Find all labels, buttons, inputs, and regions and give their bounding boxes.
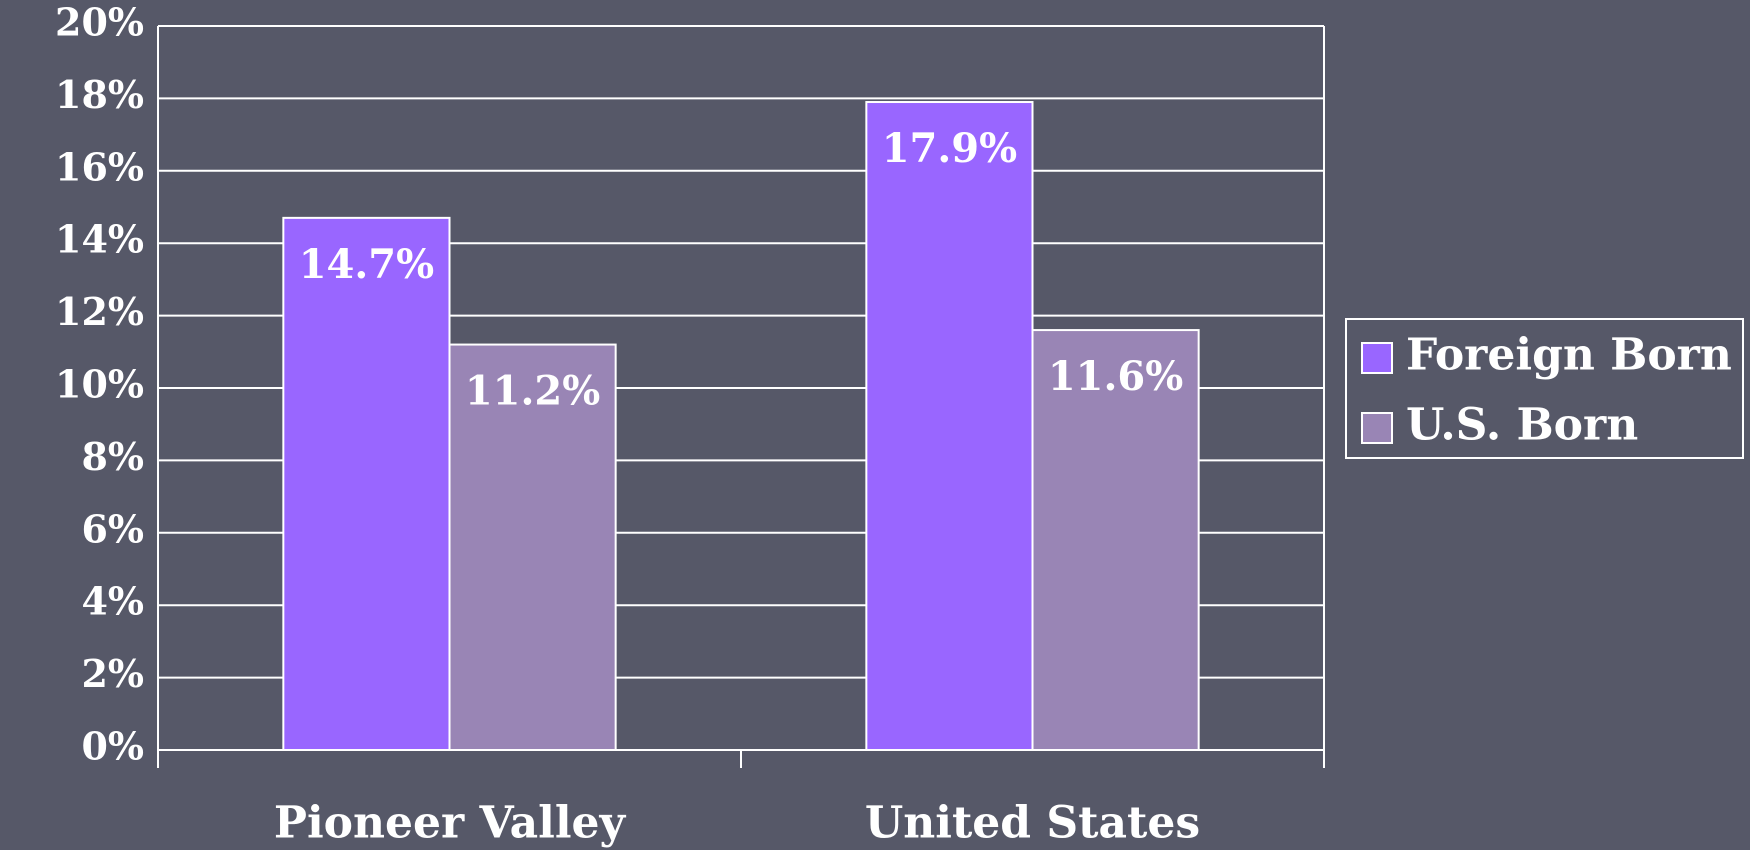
bar xyxy=(1031,329,1200,751)
y-tick-label: 18% xyxy=(55,72,144,117)
x-tick-label: Pioneer Valley xyxy=(274,798,627,849)
value-label: 11.2% xyxy=(465,368,600,415)
value-label: 17.9% xyxy=(882,125,1017,172)
y-tick-label: 4% xyxy=(81,579,144,624)
y-tick-label: 20% xyxy=(55,0,144,45)
y-tick-label: 0% xyxy=(81,724,144,769)
value-label: 11.6% xyxy=(1048,353,1183,400)
y-tick-label: 12% xyxy=(55,289,144,334)
y-tick-label: 16% xyxy=(55,144,144,189)
legend-swatch xyxy=(1361,342,1393,374)
bar xyxy=(865,101,1034,751)
value-label: 14.7% xyxy=(299,241,434,288)
y-tick-label: 8% xyxy=(81,434,144,479)
legend-label: U.S. Born xyxy=(1406,400,1638,451)
legend-label: Foreign Born xyxy=(1406,330,1732,381)
y-tick-label: 2% xyxy=(81,651,144,696)
legend-box xyxy=(1345,318,1744,459)
bar xyxy=(282,216,451,752)
y-tick-label: 14% xyxy=(55,217,144,262)
legend-swatch xyxy=(1361,412,1393,444)
bar xyxy=(448,343,617,751)
y-tick-label: 10% xyxy=(55,362,144,407)
x-tick-label: United States xyxy=(865,798,1200,849)
y-tick-label: 6% xyxy=(81,506,144,551)
